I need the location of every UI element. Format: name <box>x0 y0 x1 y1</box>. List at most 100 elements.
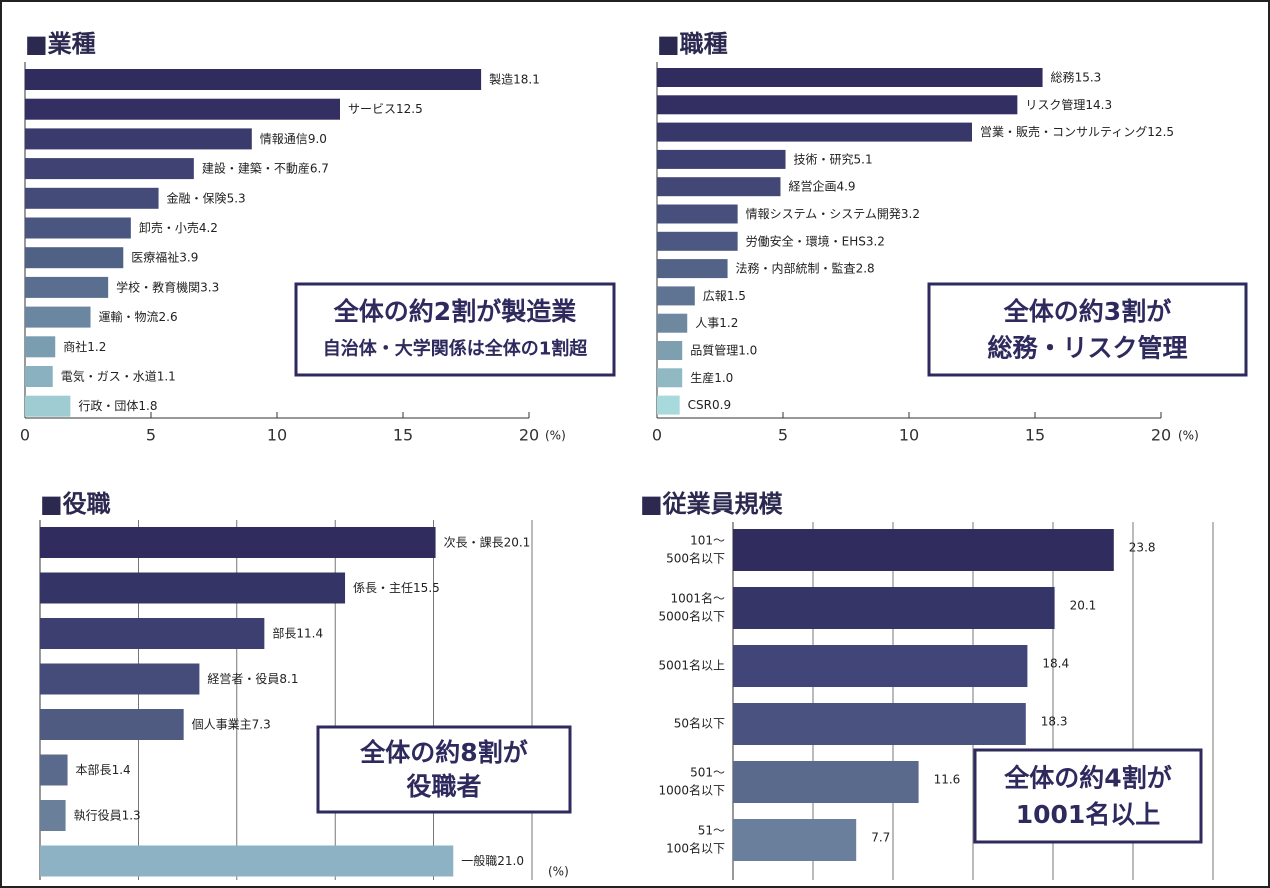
bar <box>40 572 346 604</box>
x-tick-label: 10 <box>899 426 919 445</box>
bar <box>657 341 683 360</box>
category-label: 運輸・物流 <box>99 309 159 324</box>
value-label: 1.0 <box>714 370 733 384</box>
value-label: 3.9 <box>179 250 198 264</box>
chart-title: ■役職 <box>40 490 111 518</box>
annotation: 全体の約3割が <box>1003 297 1171 326</box>
category-label: 50名以下 <box>674 716 725 731</box>
bar-label: 学校・教育機関3.3 <box>116 279 219 294</box>
value-label: 18.4 <box>1042 657 1069 671</box>
bar <box>25 247 124 269</box>
annotation-box <box>927 282 1248 377</box>
bar-label: 商社1.2 <box>63 338 106 353</box>
category-label: 医療福祉 <box>131 249 179 264</box>
bar <box>25 158 194 180</box>
bar <box>733 761 919 803</box>
category-label: 経営企画 <box>788 178 836 193</box>
x-tick-label: 15 <box>393 426 413 445</box>
category-label: 総務 <box>1051 70 1075 84</box>
value-label: 9.0 <box>308 131 327 145</box>
x-tick-label: 5 <box>778 426 788 445</box>
bar-label: 技術・研究5.1 <box>794 151 873 166</box>
x-tick-label: 5 <box>146 426 156 445</box>
value-label: 23.8 <box>1129 541 1156 555</box>
value-label: 1.2 <box>87 339 106 353</box>
bar <box>40 754 68 786</box>
annotation: 全体の約2割が製造業 <box>333 297 576 326</box>
bar <box>25 366 53 387</box>
category-label: 500名以下 <box>666 551 725 566</box>
category-label: 5000名以下 <box>658 609 725 624</box>
category-label: 101～ <box>690 534 725 548</box>
x-tick-label: 20 <box>519 426 539 445</box>
bar-label: 人事1.2 <box>695 316 738 330</box>
bar <box>657 395 680 415</box>
x-axis-label: (%) <box>545 429 566 443</box>
bar-label: 医療福祉3.9 <box>131 249 198 264</box>
bar-label: 経営企画4.9 <box>788 178 855 193</box>
bar <box>25 276 109 298</box>
x-axis-label: (%) <box>548 865 569 879</box>
x-tick-label: 0 <box>20 426 30 445</box>
bar-label: 労働安全・環境・EHS3.2 <box>746 233 885 248</box>
bar-label: 卸売・小売4.2 <box>139 220 218 235</box>
category-label: リスク管理 <box>1025 96 1085 111</box>
value-label: 1.0 <box>738 343 757 357</box>
category-label: 1000名以下 <box>658 783 725 798</box>
category-label: 建設・建築・不動産 <box>202 160 310 175</box>
category-label: 個人事業主 <box>192 717 252 731</box>
bar <box>25 395 71 417</box>
category-label: 技術・研究 <box>794 151 854 166</box>
bar-label: サービス12.5 <box>348 102 423 116</box>
bar-label: 金融・保険5.3 <box>167 190 246 205</box>
category-label: CSR <box>688 398 712 412</box>
annotation: 1001名以上 <box>1016 800 1161 829</box>
value-label: 11.4 <box>296 626 323 640</box>
bar <box>733 703 1026 745</box>
chart-title: ■従業員規模 <box>640 490 784 518</box>
chart-title: ■業種 <box>25 30 96 58</box>
bar <box>657 122 972 142</box>
value-label: 11.6 <box>934 773 961 787</box>
bar-label: リスク管理14.3 <box>1025 96 1112 111</box>
value-label: 4.2 <box>199 221 218 235</box>
chart-title: ■職種 <box>657 30 728 58</box>
annotation: 自治体・大学関係は全体の1割超 <box>323 338 589 360</box>
bar-label: 運輸・物流2.6 <box>99 309 178 324</box>
value-label: 0.9 <box>712 398 731 412</box>
bar <box>40 618 265 649</box>
annotation: 総務・リスク管理 <box>987 334 1187 363</box>
bar <box>40 663 200 695</box>
bar <box>733 819 857 861</box>
category-label: 製造 <box>489 72 513 86</box>
bar <box>733 587 1055 629</box>
bar-label: 経営者・役員8.1 <box>207 671 298 686</box>
bar-label: 次長・課長20.1 <box>444 534 531 549</box>
category-label: 情報システム・システム開発 <box>746 207 901 221</box>
value-label: 18.3 <box>1041 715 1068 729</box>
annotation-box <box>294 282 616 377</box>
value-label: 3.3 <box>200 280 219 294</box>
x-tick-label: 10 <box>267 426 287 445</box>
bar-label: 広報1.5 <box>703 288 746 302</box>
value-label: 5.1 <box>854 152 873 166</box>
value-label: 3.2 <box>901 207 920 221</box>
category-label: 5001名以上 <box>658 658 725 673</box>
bar-label: 一般職21.0 <box>461 853 524 868</box>
value-label: 1.8 <box>138 399 157 413</box>
bar-label: 生産1.0 <box>690 369 733 384</box>
bar-label: 部長11.4 <box>272 625 323 640</box>
bar-label: 総務15.3 <box>1051 70 1102 84</box>
bar <box>733 645 1028 687</box>
category-label: 51～ <box>698 824 725 838</box>
value-label: 15.5 <box>413 581 440 595</box>
bar <box>657 95 1018 115</box>
bar-label: 情報通信9.0 <box>260 131 327 145</box>
category-label: 係長・主任 <box>353 581 413 595</box>
value-label: 1.5 <box>727 288 746 302</box>
bar-label: 個人事業主7.3 <box>192 717 271 731</box>
value-label: 21.0 <box>497 854 524 868</box>
bar-label: 電気・ガス・水道1.1 <box>61 368 176 383</box>
category-label: 電気・ガス・水道 <box>61 368 157 383</box>
